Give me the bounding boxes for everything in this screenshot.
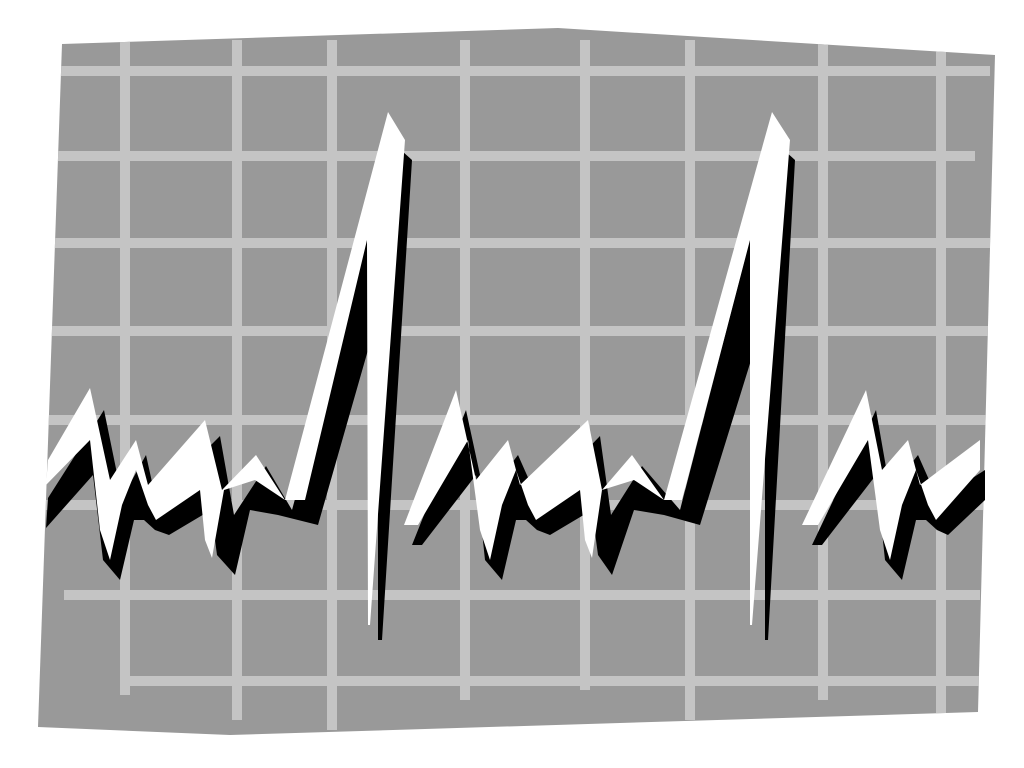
waveform <box>46 112 980 625</box>
grid-panel <box>38 28 995 735</box>
